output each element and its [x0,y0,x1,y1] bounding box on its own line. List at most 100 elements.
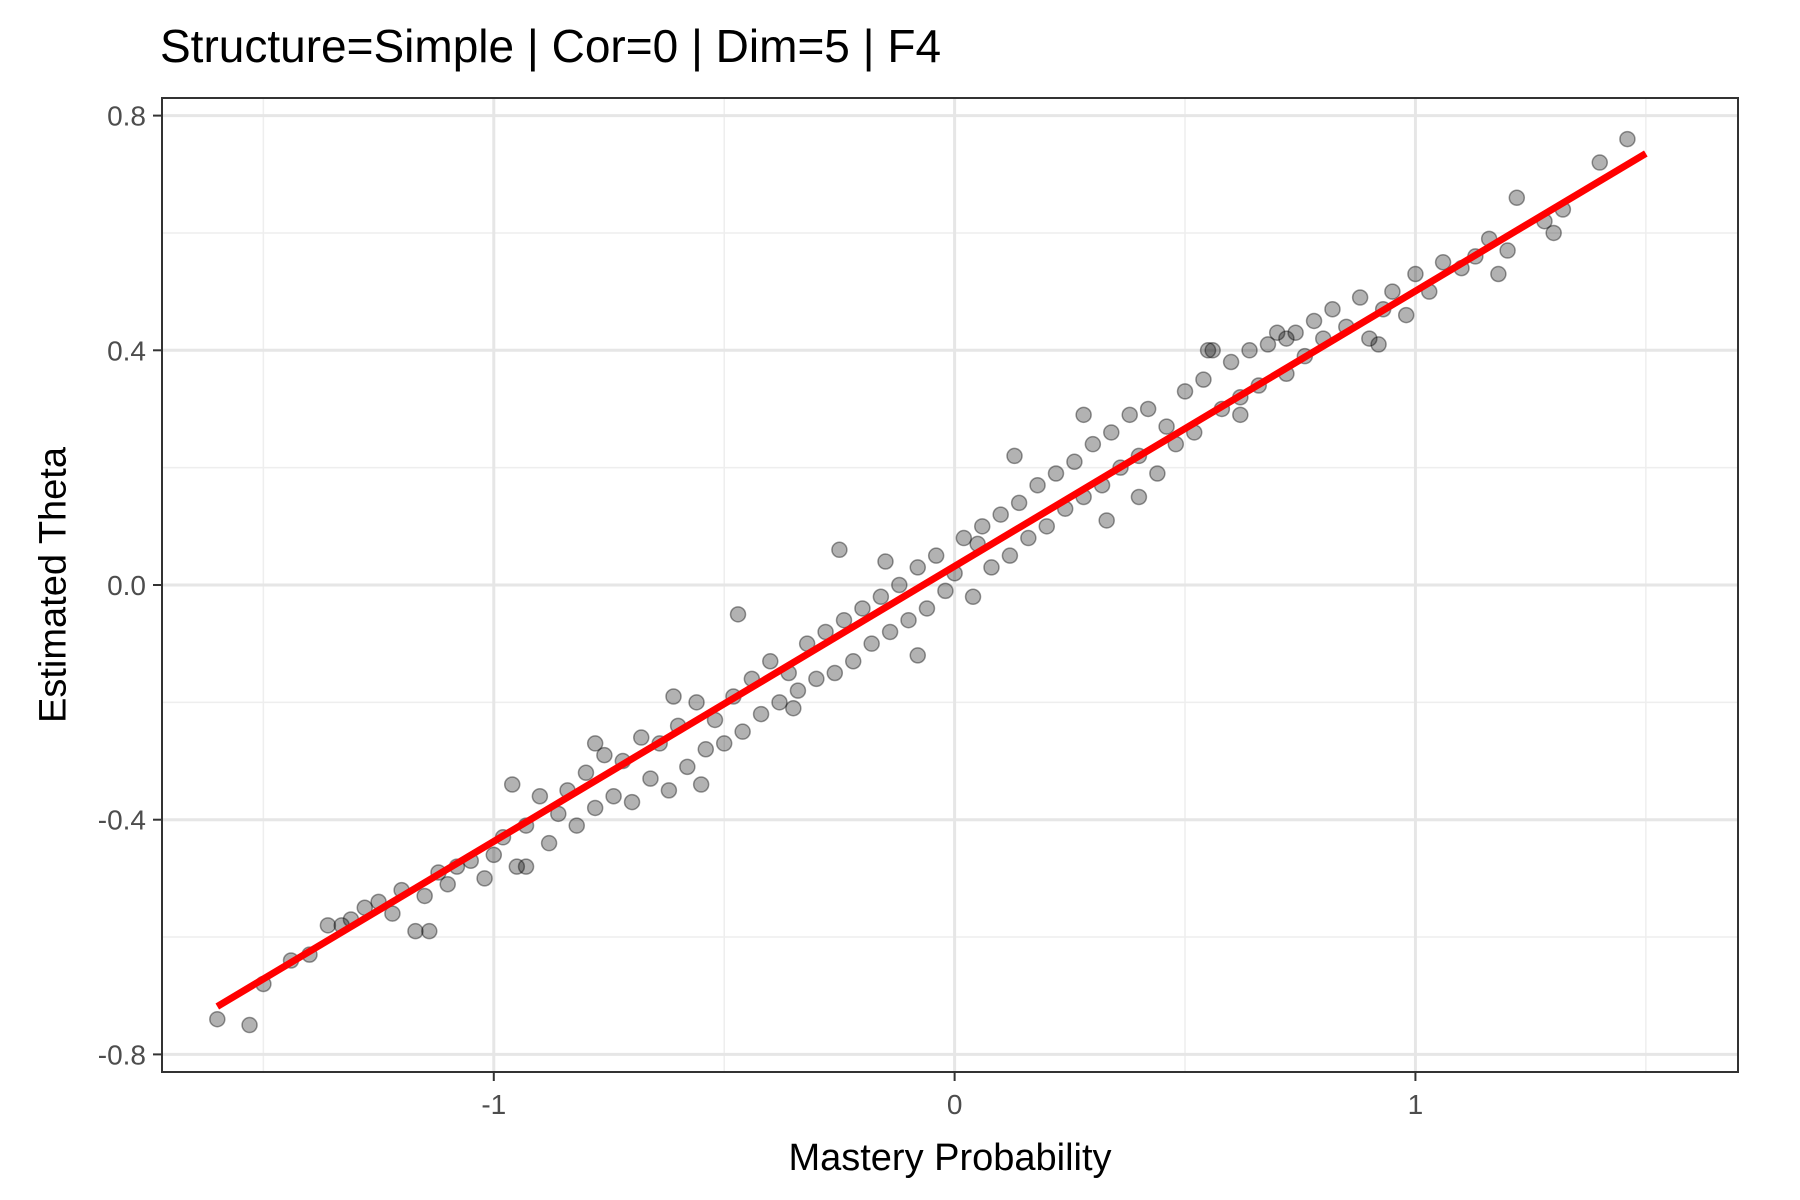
scatter-point [909,559,926,576]
grid-lines [162,98,1738,1072]
scatter-point [586,735,604,752]
axis-ticks: -1 0 1 -0.8 -0.4 0.0 0.4 0.8 [98,101,1423,1120]
scatter-point [568,817,585,834]
scatter-point [785,699,802,717]
y-tick-label: -0.8 [98,1039,146,1070]
scatter-point [1130,488,1148,506]
scatter-point [1278,330,1295,347]
scatter-point [1397,306,1415,324]
scatter-point [992,506,1009,523]
scatter-point [642,770,659,787]
scatter-point [974,518,991,535]
scatter-point [1195,371,1212,388]
scatter-point [1259,336,1277,353]
scatter-point [964,588,982,605]
scatter-point [1103,424,1120,441]
data-points [209,130,1636,1034]
scatter-point [209,1010,226,1028]
scatter-point [517,858,535,875]
scatter-point [1098,512,1115,529]
scatter-point [771,694,788,711]
x-tick-label: -1 [481,1089,506,1120]
scatter-point [909,647,926,664]
fit-line [215,150,1648,1010]
scatter-point [1199,342,1217,359]
scatter-point [1490,265,1507,283]
scatter-point [937,582,954,600]
scatter-point [1176,383,1194,400]
scatter-point [485,846,503,864]
scatter-point [508,858,526,875]
scatter-point [384,905,401,922]
scatter-point [927,547,945,564]
scatter-point [1287,324,1304,341]
scatter-point [241,1016,258,1034]
scatter-point [729,606,747,623]
scatter-point [1158,418,1175,435]
scatter-point [844,653,862,670]
x-tick-label: 0 [947,1089,963,1120]
y-tick-label: 0.4 [107,335,146,366]
scatter-point [540,834,558,852]
scatter-point [1006,447,1023,465]
scatter-point [688,694,705,711]
scatter-point [983,559,1000,576]
scatter-point [421,922,438,940]
scatter-point [577,764,595,782]
y-axis-label: Estimated Theta [32,446,74,723]
scatter-point [1204,342,1221,359]
scatter-point [692,776,710,793]
scatter-point [891,576,908,594]
fit-line-layer [215,150,1648,1010]
y-tick-label: -0.4 [98,805,146,836]
scatter-point [531,787,549,805]
scatter-point [665,688,682,705]
scatter-point [1508,189,1526,206]
y-tick-label: 0.8 [107,101,146,132]
scatter-point [1149,465,1166,482]
scatter-point [1075,406,1092,424]
y-tick-label: 0.0 [107,570,146,601]
scatter-point [1066,453,1083,471]
scatter-point [1232,406,1249,424]
scatter-point [1545,224,1562,242]
scatter-point [1029,477,1046,494]
scatter-point [872,588,890,605]
scatter-point [1591,154,1609,171]
scatter-point [1499,242,1516,259]
scatter-point [1324,300,1341,318]
scatter-point [439,875,456,893]
scatter-point [734,723,751,740]
scatter-point [1222,353,1240,371]
scatter-point [762,653,779,670]
scatter-point [1361,330,1378,347]
scatter-point [623,793,641,811]
scatter-point [789,682,807,699]
scatter-point [1268,324,1286,341]
scatter-point [586,799,604,817]
scatter-point [679,758,696,776]
scatter-point [881,623,899,641]
scatter-point [831,541,848,559]
scatter-point [1241,342,1258,359]
chart-title: Structure=Simple | Cor=0 | Dim=5 | F4 [160,20,941,72]
scatter-point [863,635,880,652]
x-tick-label: 1 [1408,1089,1424,1120]
scatter-point [955,529,973,547]
scatter-point [1407,265,1424,283]
scatter-point [826,664,844,682]
scatter-point [1384,283,1401,300]
scatter-point [835,611,853,629]
scatter-point [1305,312,1323,330]
scatter-point [596,746,613,764]
scatter-point [1010,494,1028,512]
scatter-point [476,870,493,887]
scatter-point [752,705,770,723]
scatter-point [1619,130,1636,148]
scatter-point [1351,289,1369,306]
scatter-point [808,670,825,688]
scatter-point [605,787,622,805]
scatter-point [877,553,894,570]
scatter-point [900,611,917,629]
